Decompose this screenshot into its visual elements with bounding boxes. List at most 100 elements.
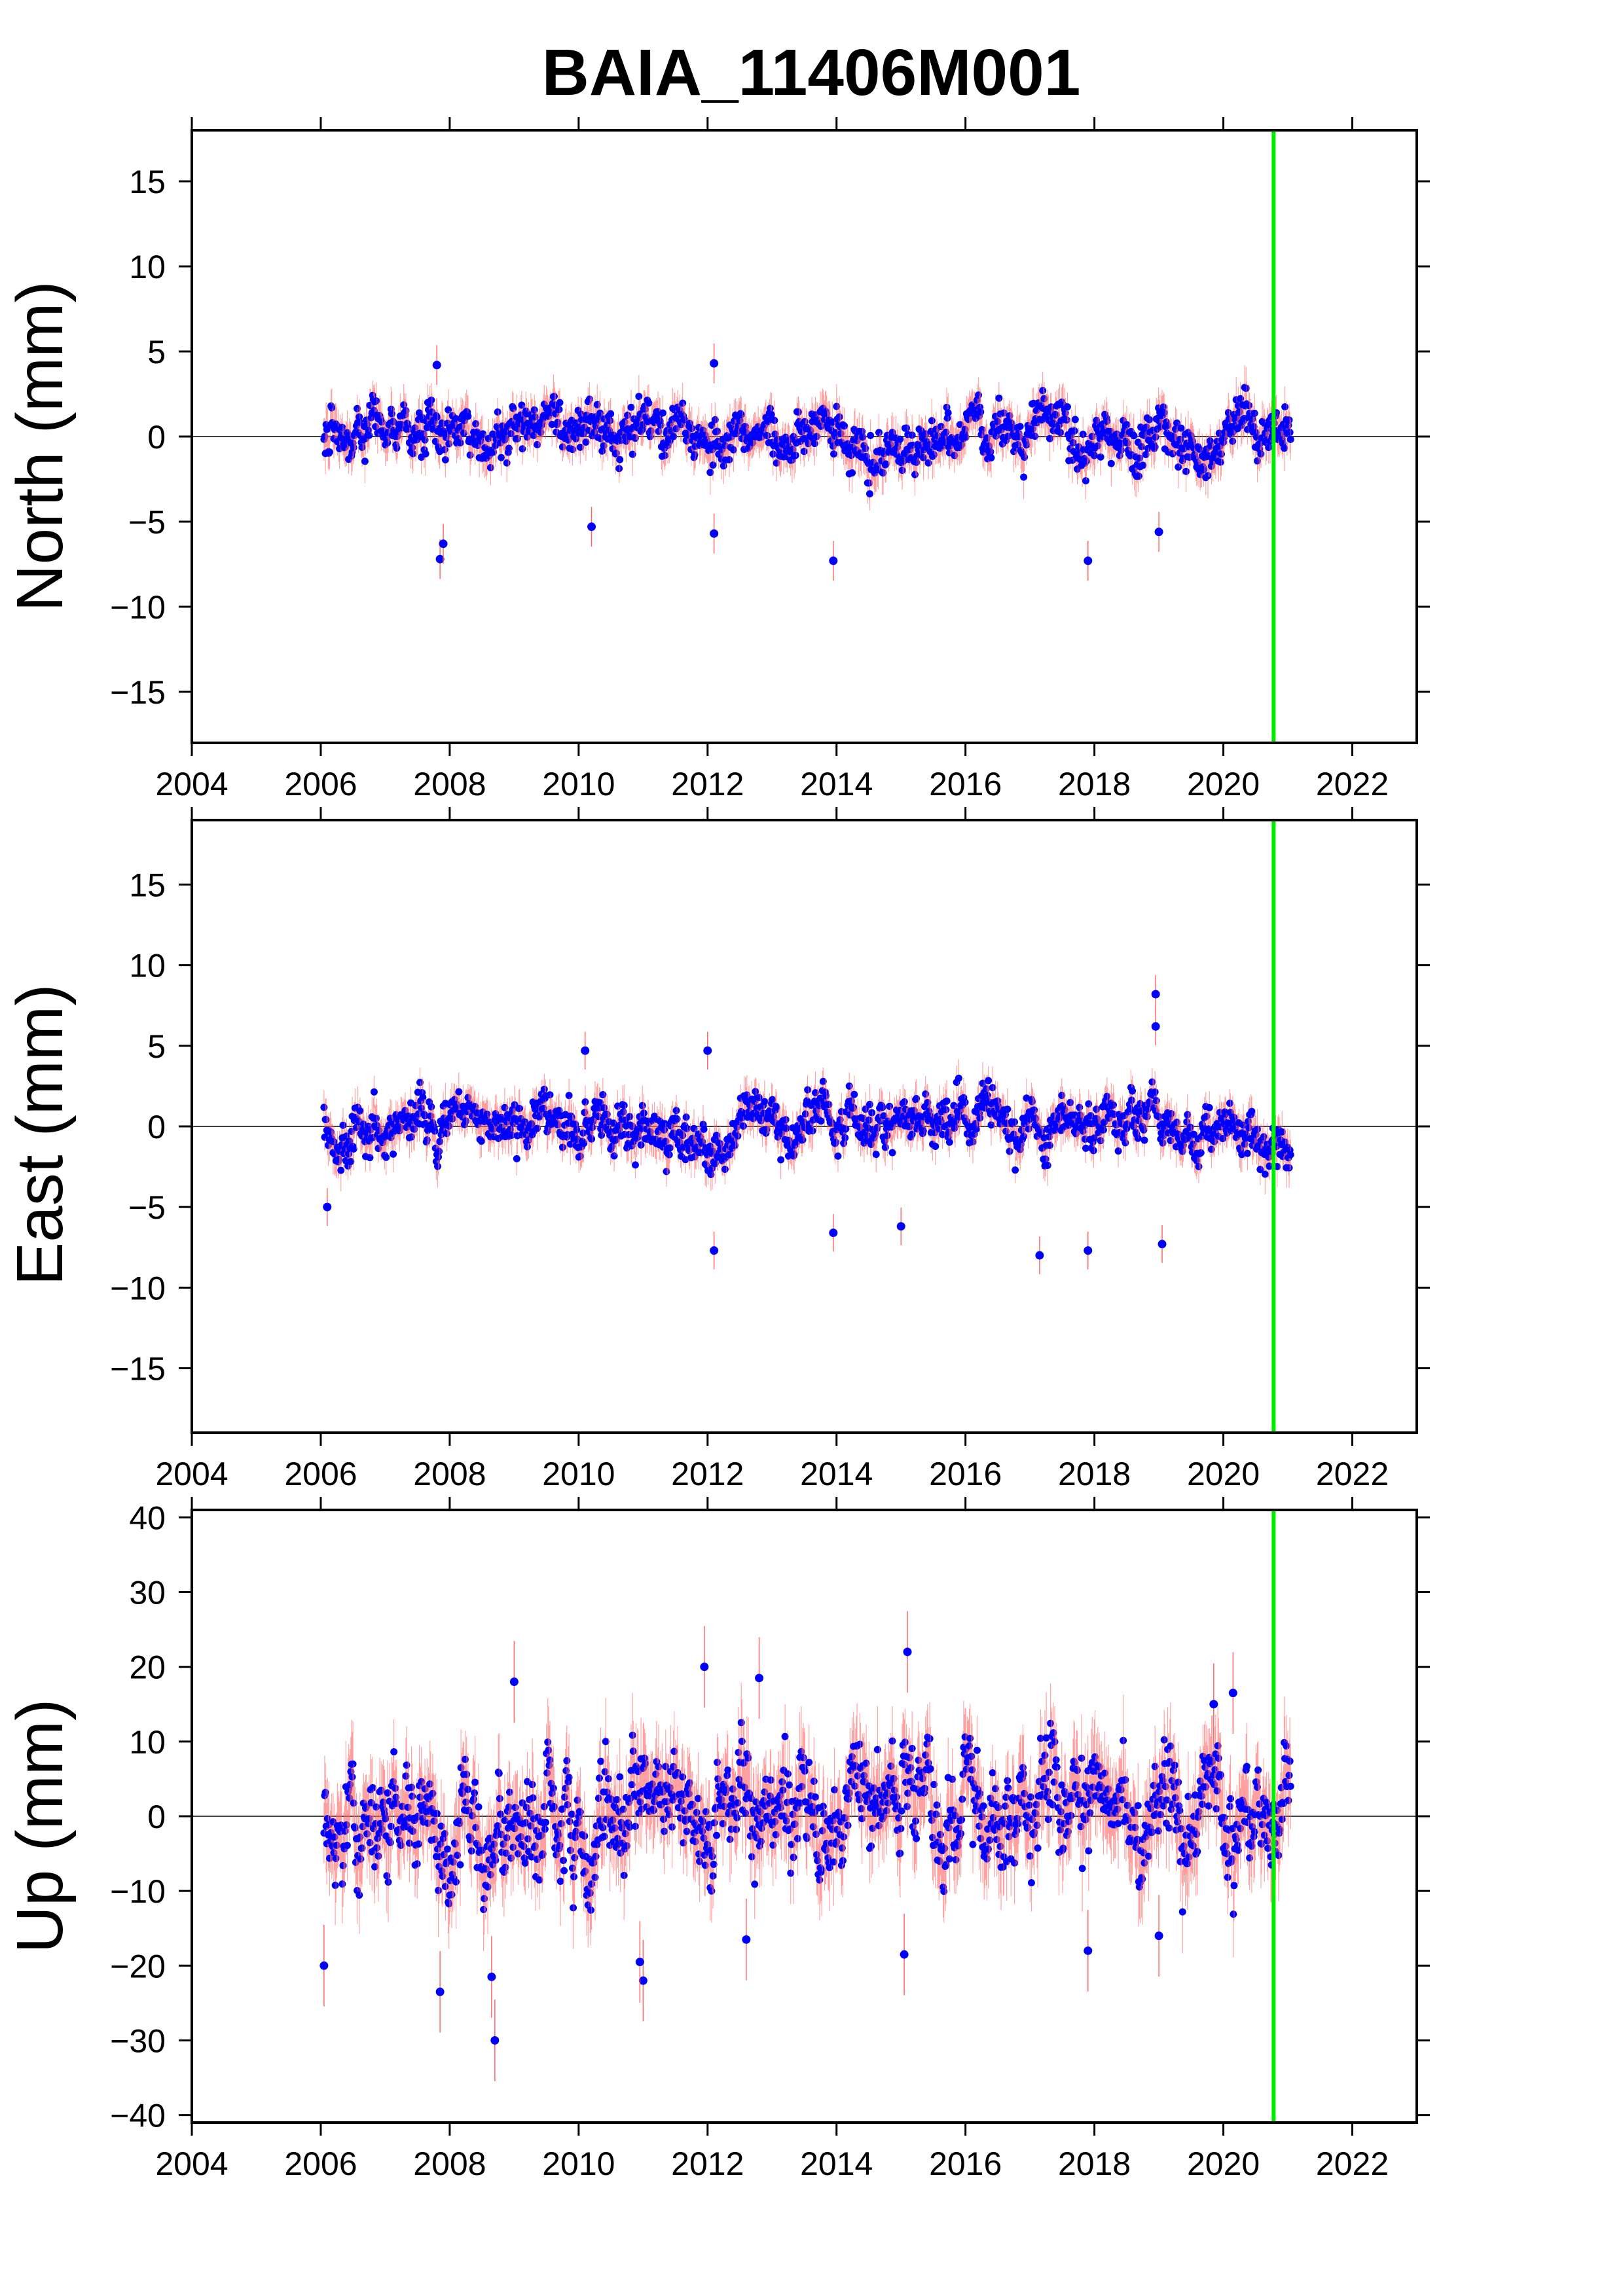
data-point <box>616 456 624 463</box>
outlier-point <box>710 529 719 538</box>
data-point <box>1182 467 1190 475</box>
data-point <box>325 448 333 456</box>
y-tick-label: 5 <box>147 334 166 370</box>
data-point <box>558 1143 566 1151</box>
data-point <box>922 1090 930 1098</box>
data-point <box>866 1100 873 1108</box>
x-tick-label: 2004 <box>155 766 228 802</box>
data-point <box>661 1120 669 1128</box>
data-point <box>714 427 721 435</box>
data-point <box>509 404 517 412</box>
data-point <box>1071 416 1079 423</box>
data-point <box>835 413 843 421</box>
data-point <box>1285 416 1293 424</box>
data-point <box>862 1105 869 1113</box>
data-point <box>975 391 983 399</box>
data-point <box>503 459 511 467</box>
y-axis-label-east: East (mm) <box>3 984 77 1285</box>
data-point <box>1257 450 1265 457</box>
data-point <box>763 432 771 440</box>
data-point <box>672 1107 680 1115</box>
data-point <box>1020 473 1028 481</box>
data-point <box>721 1166 729 1174</box>
data-point <box>944 409 952 417</box>
data-point <box>1204 472 1212 480</box>
data-point <box>850 1090 858 1098</box>
data-point <box>1135 454 1143 462</box>
data-point <box>865 1116 873 1124</box>
data-point <box>1082 1144 1089 1152</box>
data-point <box>661 452 669 459</box>
data-point <box>1067 1099 1074 1107</box>
data-point <box>985 1077 993 1085</box>
data-point <box>875 429 883 437</box>
outlier-point <box>432 361 441 370</box>
data-point <box>339 1121 347 1129</box>
outlier-point <box>829 556 838 565</box>
data-point <box>645 399 653 407</box>
data-point <box>804 1086 812 1094</box>
data-point <box>431 1127 439 1135</box>
data-point <box>1237 395 1245 403</box>
data-point <box>498 454 505 461</box>
data-point <box>1139 461 1147 469</box>
data-point <box>505 444 513 452</box>
data-point <box>919 1127 927 1135</box>
data-point <box>550 393 558 401</box>
data-point <box>1229 437 1237 445</box>
data-point <box>800 448 808 456</box>
y-tick-label: −5 <box>128 504 166 541</box>
data-point <box>792 452 799 459</box>
data-point <box>955 1074 962 1082</box>
data-point <box>1025 1125 1032 1133</box>
y-tick-label: 15 <box>129 164 166 200</box>
data-point <box>911 471 919 478</box>
data-point <box>513 1155 520 1162</box>
data-point <box>615 465 623 473</box>
data-point <box>943 1097 951 1105</box>
x-tick-label: 2010 <box>542 766 615 802</box>
data-point <box>670 433 678 440</box>
y-tick-label: −15 <box>110 674 166 711</box>
plot-area-north: 2004 2006 2008 2010 2012 2014 2016 2018 2020 2022… <box>110 117 1430 802</box>
data-point <box>464 412 472 420</box>
panel-north: North (mm) 2004 2006 2008 2010 2012 2014 2016 2… <box>3 117 1430 802</box>
data-point <box>428 1103 435 1111</box>
data-point <box>682 1113 690 1121</box>
data-point <box>441 456 449 464</box>
data-point <box>565 1092 573 1100</box>
observation-cloud <box>320 1059 1294 1194</box>
data-point <box>1082 477 1089 485</box>
outlier-point <box>587 522 596 531</box>
data-point <box>673 1115 681 1123</box>
data-point <box>725 456 733 463</box>
data-point <box>556 399 564 406</box>
data-point <box>809 1127 816 1135</box>
x-tick-label: 2014 <box>800 766 873 802</box>
outlier-point <box>435 554 445 564</box>
data-point <box>976 1114 984 1122</box>
data-point <box>409 450 417 457</box>
data-point <box>1020 1132 1028 1140</box>
data-point <box>1286 429 1294 437</box>
data-point <box>419 1094 427 1102</box>
data-point <box>421 436 429 444</box>
data-point <box>390 1150 397 1158</box>
y-tick-label: −10 <box>110 589 166 626</box>
data-point <box>977 408 985 416</box>
data-point <box>356 1107 364 1115</box>
data-point <box>320 1103 328 1111</box>
data-point <box>350 1145 357 1153</box>
data-point <box>422 450 429 457</box>
plot-area-east: 2004 2006 2008 2010 2012 2014 2016 2018 2020 2022… <box>110 807 1430 1492</box>
data-point <box>734 1132 742 1140</box>
data-point <box>409 444 416 452</box>
data-point <box>1281 403 1289 411</box>
data-point <box>337 1166 345 1174</box>
data-point <box>598 1131 606 1139</box>
data-point <box>711 416 719 423</box>
data-point <box>737 410 745 418</box>
data-point <box>1057 429 1065 437</box>
data-point <box>987 1121 995 1129</box>
